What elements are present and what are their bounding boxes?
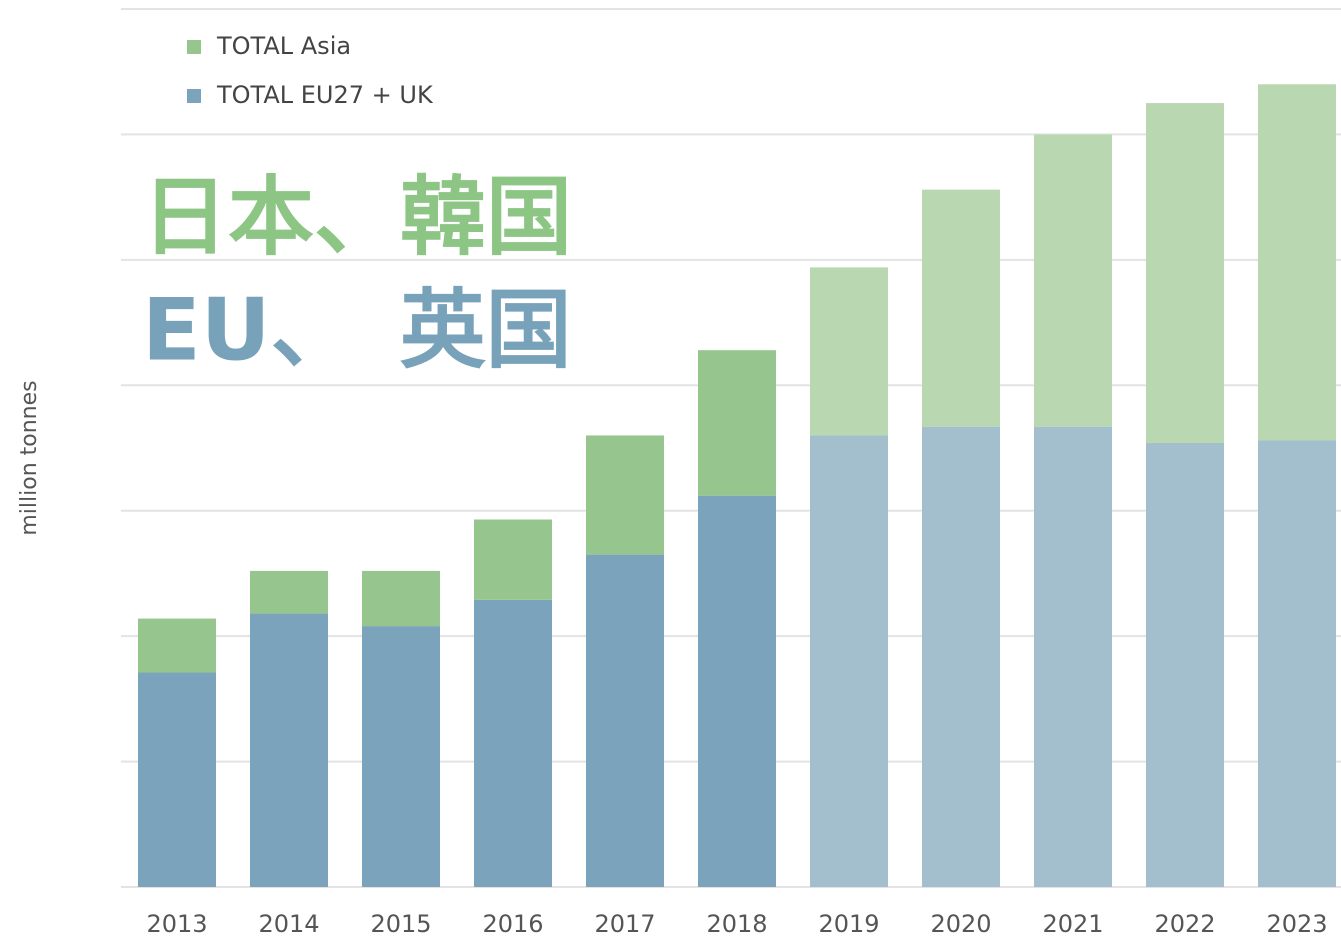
x-tick-label: 2016: [482, 910, 543, 937]
legend-swatch: [187, 40, 201, 54]
bar-segment: [922, 426, 1000, 887]
bar-segment: [698, 495, 776, 887]
x-tick-label: 2013: [146, 910, 207, 937]
x-tick-label: 2018: [706, 910, 767, 937]
bar-segment: [138, 672, 216, 887]
bar-segment: [810, 435, 888, 887]
bar-segment: [474, 519, 552, 600]
bar-segment: [138, 618, 216, 673]
y-axis-label: million tonnes: [17, 380, 42, 535]
bar-segment: [1146, 442, 1224, 887]
bar-segment: [250, 613, 328, 887]
x-tick-label: 2023: [1266, 910, 1327, 937]
x-tick-label: 2019: [818, 910, 879, 937]
bar-segment: [922, 189, 1000, 427]
x-tick-label: 2022: [1154, 910, 1215, 937]
bar-segment: [586, 554, 664, 887]
x-tick-label: 2020: [930, 910, 991, 937]
annotation: EU、 英国: [142, 280, 572, 380]
bar-segment: [474, 599, 552, 887]
bar-segment: [1258, 440, 1336, 887]
bar-segment: [362, 570, 440, 627]
x-tick-label: 2021: [1042, 910, 1103, 937]
annotation: 日本、韓国: [142, 167, 572, 267]
x-tick-label: 2017: [594, 910, 655, 937]
bar-segment: [1146, 103, 1224, 443]
bar-segment: [1258, 84, 1336, 441]
bar-segment: [1034, 134, 1112, 427]
bar-segment: [586, 435, 664, 555]
bar-segment: [1034, 426, 1112, 887]
bar-segment: [250, 570, 328, 614]
bar-segment: [698, 350, 776, 496]
x-tick-label: 2015: [370, 910, 431, 937]
legend-label: TOTAL EU27 + UK: [216, 81, 434, 109]
x-tick-label: 2014: [258, 910, 319, 937]
legend-label: TOTAL Asia: [216, 32, 351, 60]
bar-segment: [362, 626, 440, 887]
bar-segment: [810, 267, 888, 436]
legend-swatch: [187, 89, 201, 103]
